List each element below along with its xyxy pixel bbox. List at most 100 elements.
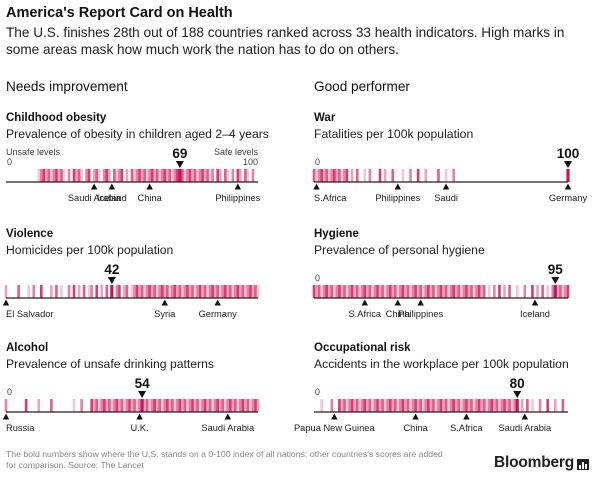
country-tick <box>163 285 167 298</box>
country-tick <box>421 399 425 412</box>
country-tick <box>216 399 219 412</box>
country-tick <box>115 169 119 182</box>
country-tick <box>234 399 237 412</box>
country-tick <box>348 285 351 298</box>
country-tick <box>513 399 516 412</box>
axis-min-label: 0 <box>315 157 320 167</box>
country-tick <box>188 399 192 412</box>
country-tick <box>133 399 136 412</box>
country-marker-arrow <box>412 413 419 420</box>
country-tick <box>434 399 438 412</box>
country-tick <box>338 169 341 182</box>
country-tick <box>37 399 41 412</box>
country-tick <box>130 399 134 412</box>
country-tick <box>256 285 260 298</box>
country-tick <box>406 399 410 412</box>
country-tick <box>186 285 189 298</box>
country-tick <box>340 169 344 182</box>
country-tick <box>312 169 316 182</box>
country-label: El Salvador <box>6 309 54 319</box>
country-tick <box>208 169 212 182</box>
country-tick <box>90 399 93 412</box>
country-tick <box>45 169 48 182</box>
country-tick <box>241 285 245 298</box>
country-tick <box>138 169 141 182</box>
country-tick <box>462 285 466 298</box>
country-tick <box>320 169 323 182</box>
country-tick <box>526 399 529 412</box>
country-tick <box>191 285 194 298</box>
panel-subtitle: Prevalence of unsafe drinking patterns <box>6 357 214 371</box>
country-tick <box>437 169 440 182</box>
country-tick <box>475 399 478 412</box>
country-tick <box>320 285 323 298</box>
country-tick <box>452 285 455 298</box>
axis-max-label: 100 <box>243 157 258 167</box>
country-tick <box>173 169 177 182</box>
country-label: Iceland <box>97 193 127 203</box>
country-tick <box>477 399 481 412</box>
country-tick <box>130 285 134 298</box>
country-tick <box>196 285 199 298</box>
country-tick <box>213 399 217 412</box>
country-tick <box>404 399 407 412</box>
country-tick <box>396 399 400 412</box>
country-tick <box>330 169 334 182</box>
country-tick <box>444 399 448 412</box>
country-tick <box>449 399 453 412</box>
country-tick <box>206 285 209 298</box>
country-tick <box>226 399 230 412</box>
country-tick <box>193 399 197 412</box>
country-tick <box>173 399 177 412</box>
country-tick <box>108 399 111 412</box>
country-tick <box>454 399 458 412</box>
country-tick <box>110 399 114 412</box>
country-tick <box>399 285 402 298</box>
country-tick <box>80 169 83 182</box>
country-tick <box>191 399 194 412</box>
country-tick <box>348 399 351 412</box>
country-tick <box>470 285 473 298</box>
country-marker-arrow <box>394 183 402 190</box>
country-tick <box>416 285 420 298</box>
us-marker-arrow <box>175 161 184 168</box>
country-tick <box>444 285 448 298</box>
panel-subtitle: Fatalities per 100k population <box>314 127 473 141</box>
country-marker-arrow <box>2 299 10 306</box>
country-tick <box>452 169 455 182</box>
country-tick <box>95 169 99 182</box>
country-tick <box>246 399 250 412</box>
country-tick <box>401 169 405 182</box>
country-tick <box>447 399 450 412</box>
country-tick <box>472 399 476 412</box>
country-tick <box>353 285 356 298</box>
country-tick <box>350 169 354 182</box>
country-tick <box>378 285 382 298</box>
panel-title: Childhood obesity <box>6 112 107 124</box>
country-tick <box>531 285 534 298</box>
country-marker-arrow <box>91 183 98 190</box>
panel-subtitle: Prevalence of personal hygiene <box>314 243 485 257</box>
country-tick <box>226 285 230 298</box>
country-tick <box>158 285 162 298</box>
country-tick <box>411 399 415 412</box>
country-tick <box>218 399 222 412</box>
country-label: Philippines <box>375 193 420 203</box>
bloomberg-logo: Bloomberg <box>494 454 575 471</box>
country-tick <box>396 285 400 298</box>
country-tick <box>236 399 240 412</box>
country-tick <box>17 285 20 298</box>
country-tick <box>218 285 222 298</box>
country-tick <box>241 399 245 412</box>
country-tick <box>226 169 230 182</box>
country-tick <box>493 285 496 298</box>
country-tick <box>386 399 389 412</box>
country-tick <box>165 285 169 298</box>
country-tick <box>24 399 28 412</box>
country-label: Papua New Guinea <box>294 423 375 433</box>
country-marker-arrow <box>463 413 470 420</box>
country-tick <box>236 285 240 298</box>
country-tick <box>118 285 121 298</box>
country-tick <box>208 285 212 298</box>
country-tick <box>541 285 544 298</box>
